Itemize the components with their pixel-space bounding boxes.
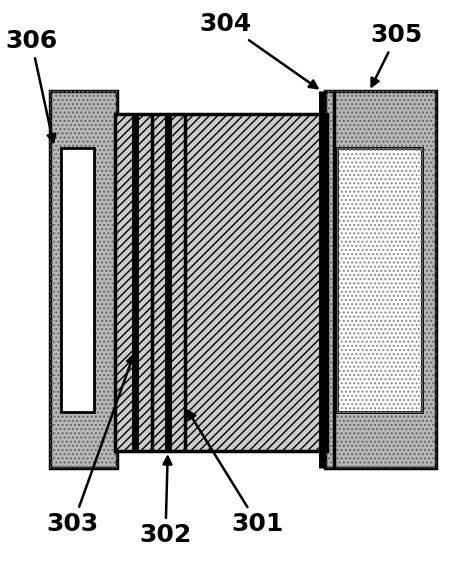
Bar	[325, 92, 436, 468]
Bar	[114, 114, 327, 451]
Bar	[325, 92, 436, 468]
Text: 305: 305	[370, 23, 422, 86]
Text: 302: 302	[139, 457, 191, 547]
Text: 301: 301	[188, 411, 284, 536]
Text: 303: 303	[47, 355, 134, 536]
Text: 304: 304	[199, 12, 317, 88]
Text: 306: 306	[5, 29, 57, 142]
Bar	[336, 147, 421, 412]
Bar	[336, 147, 421, 412]
Bar	[61, 147, 94, 412]
Bar	[50, 92, 117, 468]
Bar	[50, 92, 117, 468]
